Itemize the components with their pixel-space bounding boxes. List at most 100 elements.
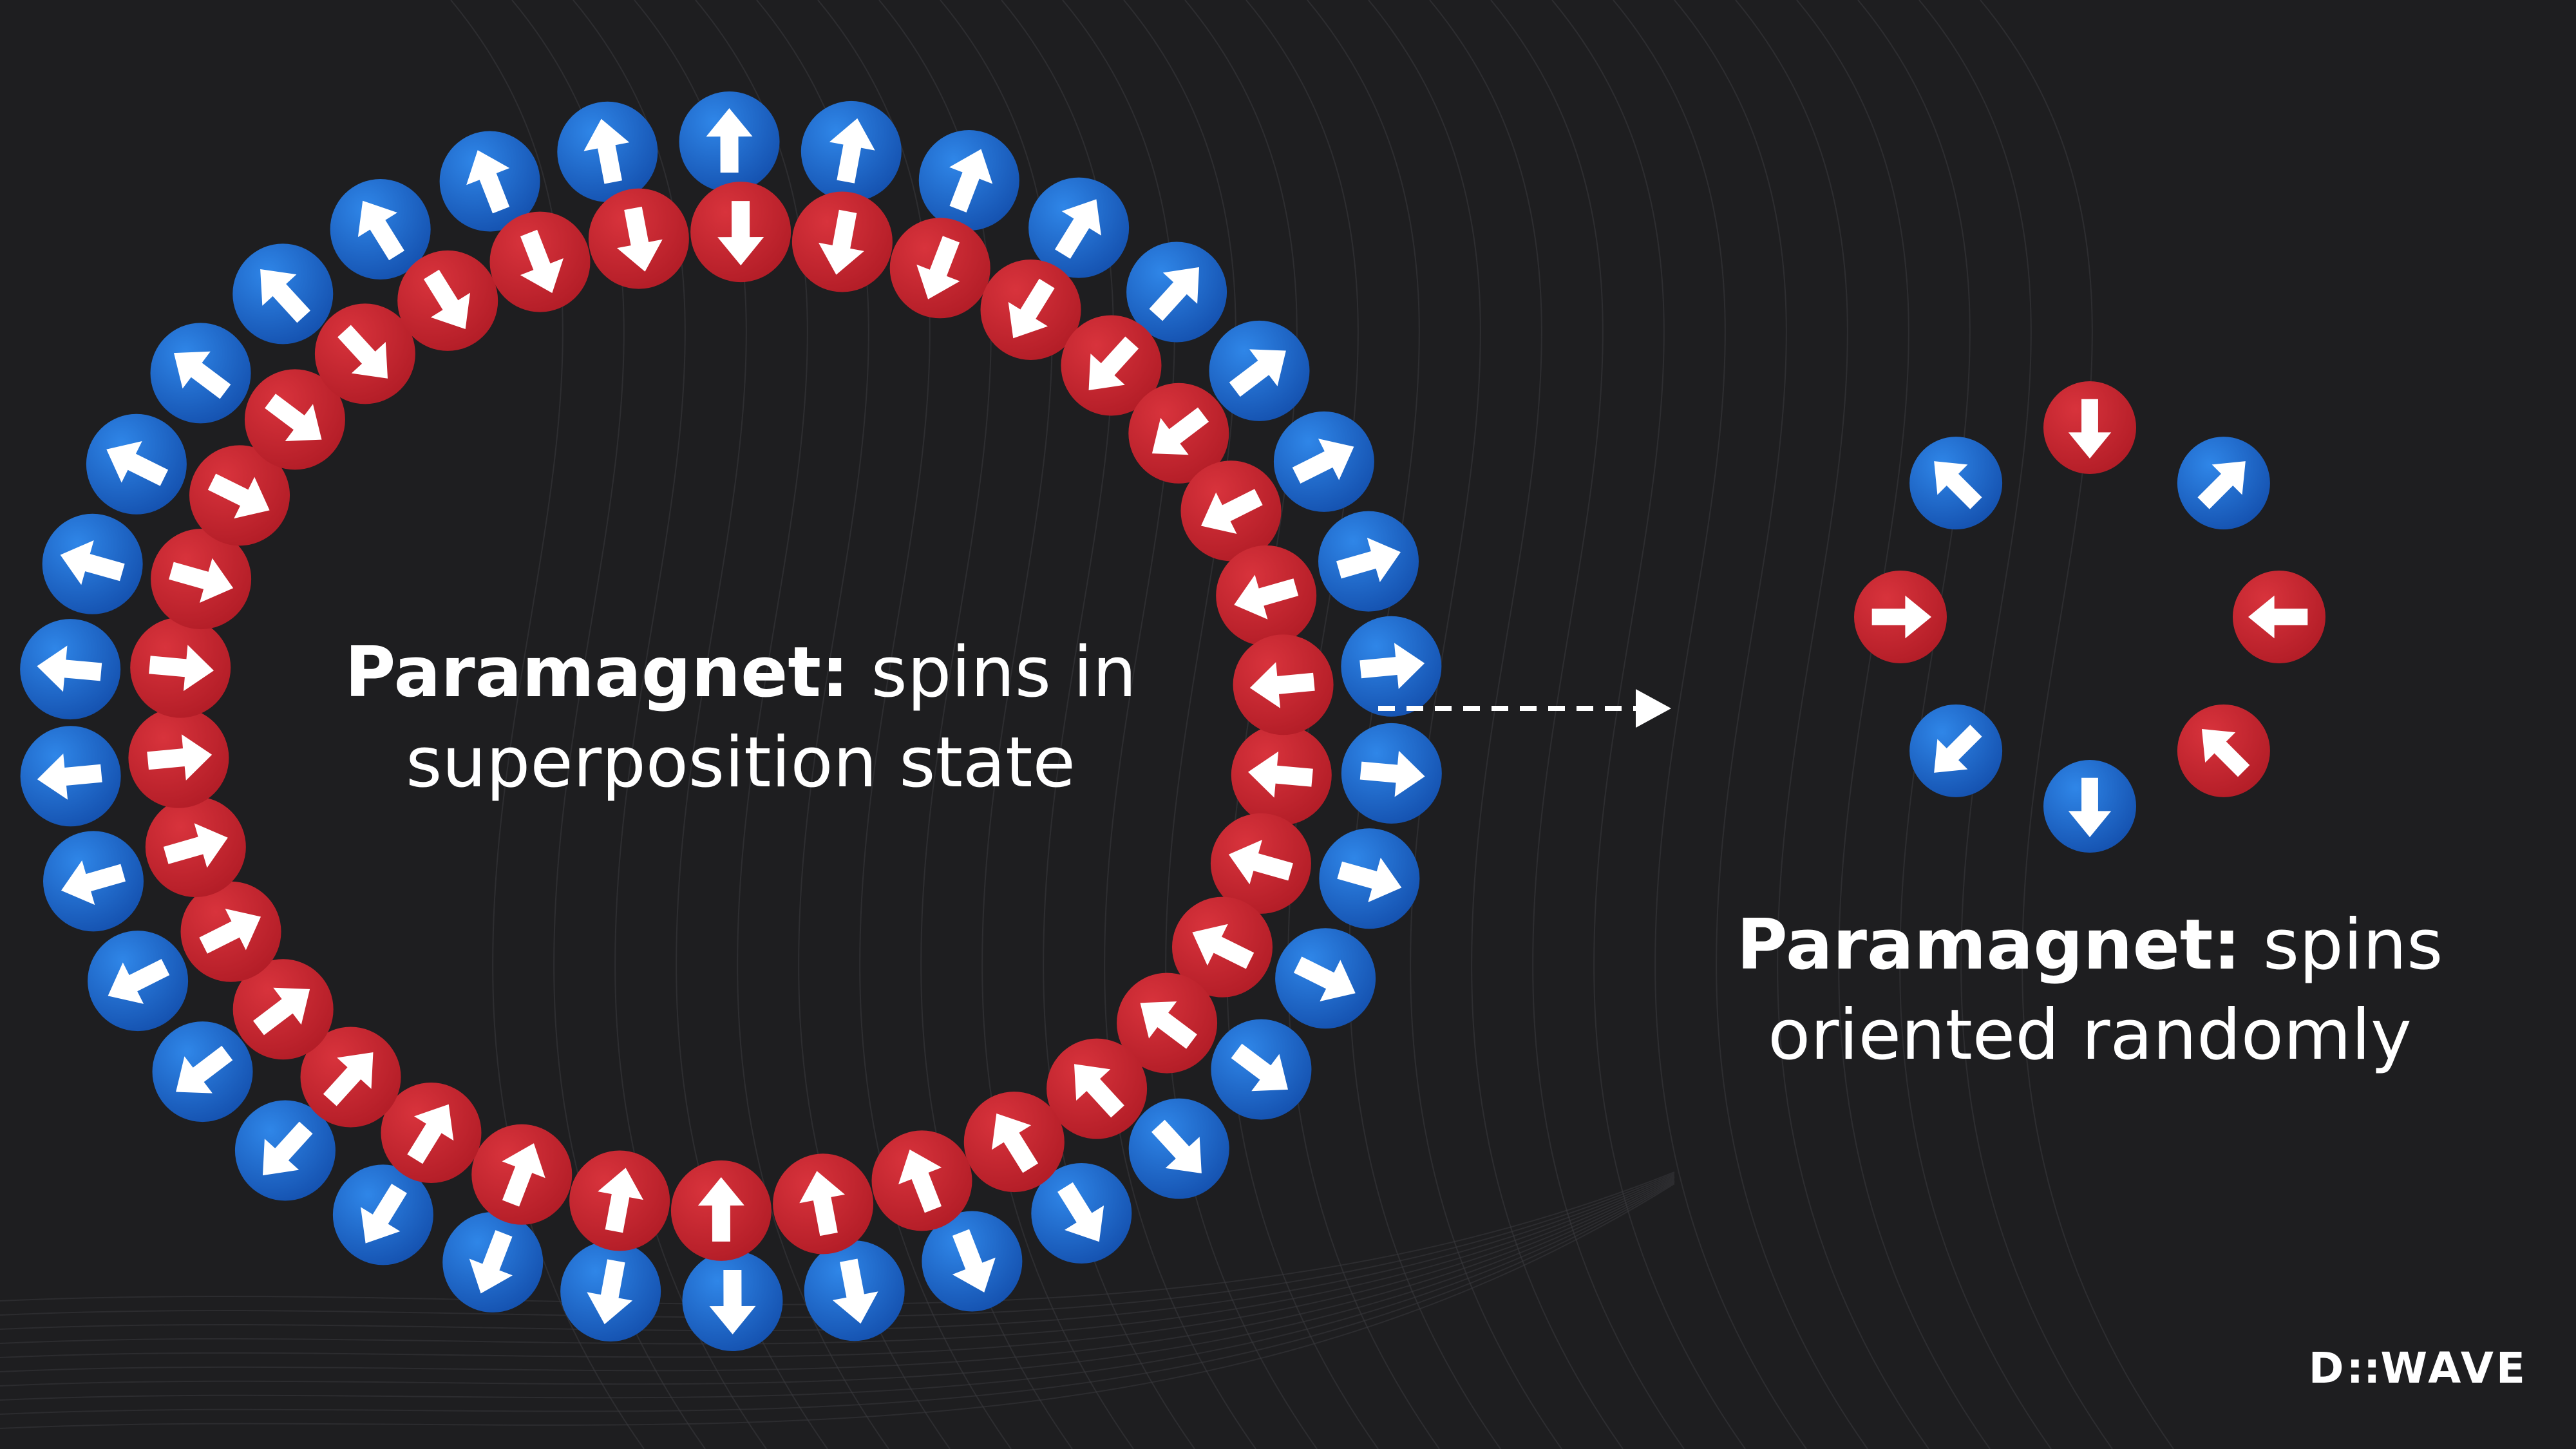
red-spin-icon [1231, 724, 1332, 826]
red-spin-icon [791, 191, 893, 292]
blue-spin-icon [232, 243, 334, 345]
red-spin-icon [244, 369, 345, 470]
wave-line [1735, 0, 1929, 1449]
dwave-logo: D::WAVE [2308, 1343, 2528, 1393]
wave-line [940, 0, 1134, 1449]
wave-line [1062, 0, 1256, 1449]
blue-spin-icon [1319, 828, 1420, 929]
blue-spin-icon [679, 91, 780, 193]
red-spin-icon [889, 218, 990, 319]
blue-spin-icon [1211, 1019, 1312, 1120]
superposition-caption: Paramagnet: spins in superposition state [322, 628, 1159, 808]
blue-spin-icon [442, 1212, 544, 1313]
red-spin-icon [128, 707, 229, 808]
caption-text-line2: superposition state [406, 723, 1075, 803]
blue-spin-icon [332, 1164, 433, 1265]
blue-spin-icon [804, 1240, 905, 1341]
red-spin-icon [980, 259, 1081, 360]
wave-line [1429, 0, 1624, 1449]
blue-spin-icon [557, 101, 658, 202]
red-spin-icon [189, 445, 290, 546]
red-spin-icon [151, 529, 252, 630]
red-spin-icon [1210, 813, 1311, 914]
blue-spin-icon [560, 1241, 661, 1342]
red-spin-icon [180, 881, 281, 982]
blue-spin-icon [20, 726, 121, 827]
blue-spin-icon [800, 100, 902, 202]
red-spin-icon [670, 1160, 772, 1261]
red-spin-icon [963, 1092, 1065, 1193]
blue-spin-icon [1275, 928, 1376, 1029]
red-spin-icon [569, 1150, 670, 1251]
caption-bold-term: Paramagnet: [1736, 905, 2241, 985]
blue-spin-icon [152, 1021, 253, 1122]
wave-line [0, 1178, 1675, 1372]
blue-spin-icon [234, 1100, 336, 1201]
wave-line [1490, 0, 1685, 1449]
wave-line [0, 1182, 1675, 1415]
red-spin-icon [1180, 460, 1282, 562]
transition-arrow-icon [1378, 689, 1671, 728]
red-spin-icon [1233, 634, 1334, 735]
red-spin-icon [1854, 571, 1947, 663]
red-spin-icon [1216, 545, 1317, 646]
red-spin-icon [300, 1027, 401, 1128]
blue-spin-icon [1909, 437, 2003, 530]
caption-text: spins in [849, 632, 1137, 713]
red-spin-icon [871, 1130, 972, 1231]
wave-line [0, 1183, 1675, 1429]
blue-spin-icon [1126, 242, 1227, 343]
red-spin-icon [381, 1083, 482, 1184]
caption-text: spins [2240, 905, 2443, 985]
blue-spin-icon [1318, 511, 1419, 612]
wave-line [1918, 0, 2113, 1449]
blue-spin-icon [439, 131, 540, 232]
red-spin-icon [1061, 315, 1162, 416]
blue-spin-icon [1209, 320, 1310, 421]
red-spin-icon [1171, 896, 1273, 998]
blue-spin-icon [88, 931, 189, 1032]
blue-spin-icon [1273, 411, 1374, 512]
red-spin-icon [2233, 571, 2325, 663]
wave-line [0, 1177, 1675, 1358]
red-spin-icon [130, 617, 231, 718]
wave-line [0, 1179, 1675, 1387]
red-spin-icon [489, 211, 591, 312]
random-spin-ring [1854, 381, 2325, 853]
blue-spin-icon [1341, 723, 1442, 824]
red-spin-icon [773, 1153, 874, 1255]
red-spin-icon [471, 1124, 573, 1225]
wave-line [1980, 0, 2174, 1449]
blue-spin-icon [922, 1211, 1023, 1312]
red-spin-icon [232, 959, 334, 1060]
blue-spin-icon [918, 129, 1019, 231]
red-spin-icon [2043, 381, 2136, 474]
red-spin-icon [145, 797, 246, 898]
wave-line [1796, 0, 1991, 1449]
superposition-spin-ring [20, 91, 1442, 1351]
blue-spin-icon [150, 323, 251, 424]
red-spin-icon [397, 250, 498, 351]
blue-spin-icon [330, 178, 431, 279]
blue-spin-icon [682, 1250, 783, 1351]
caption-bold-term: Paramagnet: [345, 632, 849, 713]
blue-spin-icon [42, 513, 143, 614]
wave-line [1857, 0, 2052, 1449]
blue-spin-icon [86, 413, 187, 515]
wave-line [0, 1175, 1675, 1345]
caption-text-line2: oriented randomly [1768, 995, 2412, 1075]
blue-spin-icon [2043, 760, 2136, 853]
red-spin-icon [1046, 1038, 1148, 1139]
red-spin-icon [2177, 704, 2270, 797]
wave-line [1613, 0, 1807, 1449]
wave-line [1123, 0, 1318, 1449]
blue-spin-icon [1128, 1098, 1229, 1199]
random-caption: Paramagnet: spins oriented randomly [1726, 900, 2454, 1081]
red-spin-icon [1117, 972, 1218, 1074]
red-spin-icon [314, 303, 415, 404]
red-spin-icon [690, 182, 791, 283]
blue-spin-icon [2177, 437, 2270, 530]
red-spin-icon [588, 188, 689, 289]
